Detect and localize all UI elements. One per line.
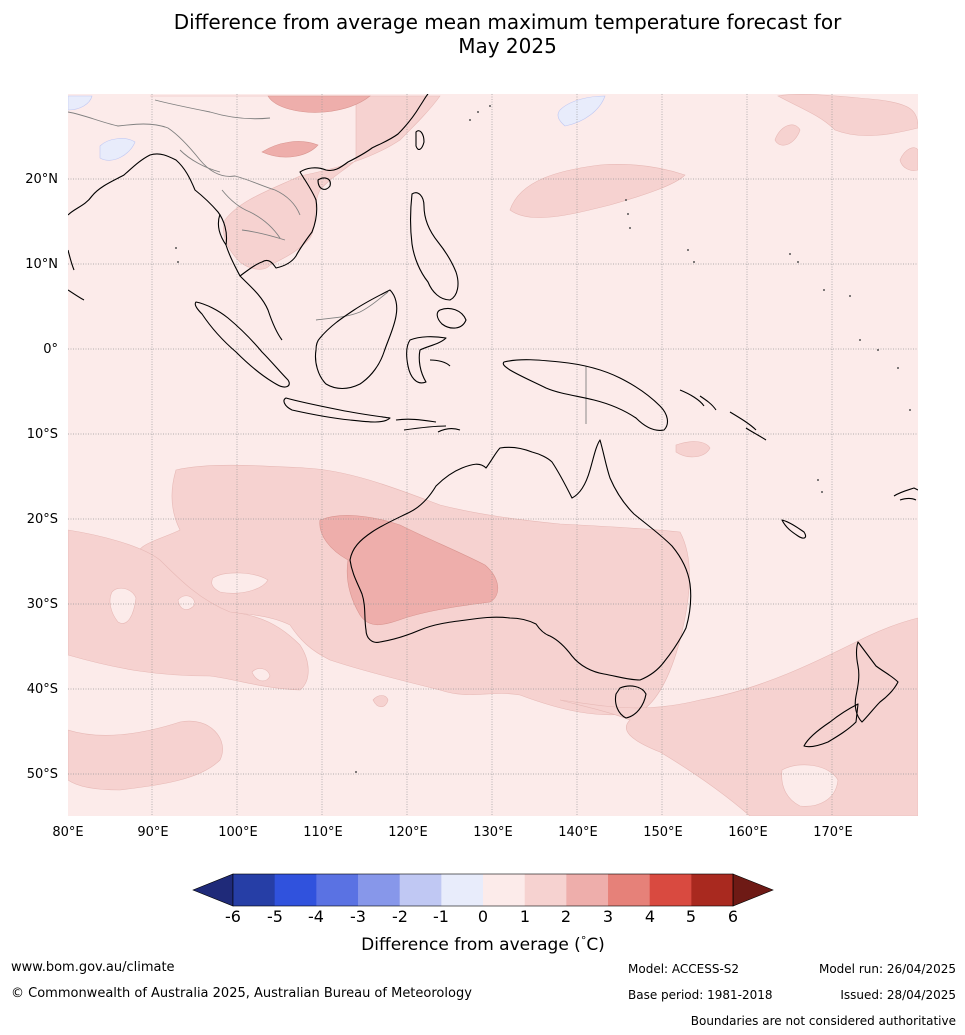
- lat-label: 20°N: [25, 172, 58, 187]
- map-plot-area: [68, 94, 918, 816]
- footer-copyright: © Commonwealth of Australia 2025, Austra…: [11, 986, 472, 1001]
- colorbar-extend-low: [192, 873, 234, 907]
- lon-label: 170°E: [813, 825, 853, 840]
- colorbar-tick-label: 3: [603, 907, 613, 926]
- footer-base-period: Base period: 1981-2018: [628, 988, 773, 1002]
- coastline-nz-north: [854, 641, 899, 723]
- lat-label: 10°S: [27, 427, 58, 442]
- coastline-australia: [349, 439, 692, 681]
- colorbar-tick-label: -2: [392, 907, 408, 926]
- lon-label: 140°E: [558, 825, 598, 840]
- title-line-2: May 2025: [458, 34, 557, 58]
- colorbar-tick-label: -5: [267, 907, 283, 926]
- colorbar-segment: [483, 874, 526, 906]
- coastlines: [68, 94, 918, 748]
- island-dots: [175, 105, 911, 773]
- lon-label: 120°E: [388, 825, 428, 840]
- colorbar-tick-label: -3: [350, 907, 366, 926]
- colorbar-segment: [233, 874, 276, 906]
- colorbar-segment: [316, 874, 359, 906]
- coastline-philippines: [409, 192, 467, 329]
- coastline-nz-south: [803, 703, 859, 748]
- coastline-hainan: [317, 177, 331, 190]
- coastline-taiwan: [415, 130, 425, 151]
- lon-label: 130°E: [473, 825, 513, 840]
- coastline-java: [283, 397, 391, 423]
- footer-boundaries-note: Boundaries are not considered authoritat…: [690, 1014, 956, 1028]
- colorbar-extend-high: [732, 873, 774, 907]
- coastline-fiji: [893, 487, 918, 501]
- colorbar-tick-label: 6: [728, 907, 738, 926]
- coastline-lesser-sunda: [395, 418, 461, 433]
- lat-label: 10°N: [25, 257, 58, 272]
- lat-label: 50°S: [27, 767, 58, 782]
- footer-website: www.bom.gov.au/climate: [11, 960, 175, 975]
- coastline-bismarck: [699, 395, 767, 441]
- colorbar-segment: [649, 874, 692, 906]
- colorbar-ticks: -6 -5 -4 -3 -2 -1 0 1 2 3 4 5 6: [225, 907, 738, 926]
- colorbar-tick-label: 4: [645, 907, 655, 926]
- colorbar-tick-label: 1: [520, 907, 530, 926]
- anomaly-0-1-patches: [109, 572, 839, 807]
- footer-issued: Issued: 28/04/2025: [840, 988, 956, 1002]
- colorbar-tick-label: 2: [561, 907, 571, 926]
- colorbar-segment: [441, 874, 484, 906]
- anomaly-m1-0-regions: [68, 95, 606, 161]
- lat-label: 0°: [43, 342, 58, 357]
- colorbar-segment: [524, 874, 567, 906]
- colorbar-label: Difference from average (°C): [361, 934, 605, 955]
- chart-title: Difference from average mean maximum tem…: [0, 10, 965, 58]
- lat-label: 30°S: [27, 597, 58, 612]
- colorbar-tick-label: -6: [225, 907, 241, 926]
- coastline-asia: [68, 94, 429, 341]
- colorbar-tick-label: -4: [308, 907, 324, 926]
- lon-label: 150°E: [643, 825, 683, 840]
- coastline-tasmania: [614, 685, 647, 719]
- coastline-india: [68, 249, 85, 301]
- lon-label: 100°E: [218, 825, 258, 840]
- anomaly-2-3-regions: [261, 95, 498, 626]
- lon-label: 110°E: [303, 825, 343, 840]
- map-gridlines: [68, 94, 918, 816]
- coastline-new-caledonia: [781, 519, 807, 539]
- country-borders: [68, 99, 587, 424]
- colorbar-tick-label: -1: [433, 907, 449, 926]
- colorbar: [192, 873, 774, 907]
- colorbar-segment: [358, 874, 401, 906]
- colorbar-segment: [691, 874, 734, 906]
- colorbar-segment: [566, 874, 609, 906]
- latitude-labels: 20°N 10°N 0° 10°S 20°S 30°S 40°S 50°S: [25, 172, 58, 782]
- title-line-1: Difference from average mean maximum tem…: [173, 10, 842, 34]
- colorbar-tick-label: 0: [478, 907, 488, 926]
- footer-model-run: Model run: 26/04/2025: [818, 962, 956, 976]
- colorbar-segment: [399, 874, 442, 906]
- longitude-labels: 80°E 90°E 100°E 110°E 120°E 130°E 140°E …: [52, 825, 852, 840]
- coastline-sulawesi: [406, 336, 451, 384]
- colorbar-tick-label: 5: [686, 907, 696, 926]
- lat-label: 20°S: [27, 512, 58, 527]
- colorbar-segment: [274, 874, 317, 906]
- lon-label: 80°E: [52, 825, 83, 840]
- colorbar-segment: [608, 874, 651, 906]
- lat-label: 40°S: [27, 682, 58, 697]
- colorbar-frame: [232, 873, 734, 907]
- coastline-borneo: [314, 289, 398, 390]
- footer-model: Model: ACCESS-S2: [628, 962, 740, 976]
- lon-label: 90°E: [137, 825, 168, 840]
- coastline-new-guinea: [502, 359, 705, 431]
- coastline-sumatra: [194, 301, 290, 388]
- lon-label: 160°E: [728, 825, 768, 840]
